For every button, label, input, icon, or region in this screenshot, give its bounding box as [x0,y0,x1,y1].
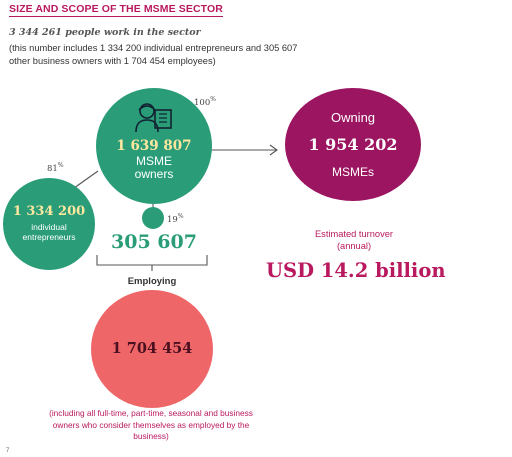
turnover-label: Estimated turnover (annual) [314,229,394,251]
owners-circle: 1 639 807 MSME owners [96,88,212,204]
others-percent: 19% [167,213,184,225]
others-value: 305 607 [111,231,197,253]
employees-circle: 1 704 454 [91,290,213,408]
individuals-percent: 81% [47,162,64,174]
individuals-circle: 1 334 200 individual entrepreneurs [3,178,95,270]
others-circle [142,207,164,229]
owners-percent: 100% [194,96,216,108]
bracket-line [96,255,208,266]
individuals-value: 1 334 200 [12,204,86,219]
employees-value: 1 704 454 [111,340,193,357]
individuals-label: individual entrepreneurs [22,222,76,242]
owning-circle: Owning 1 954 202 MSMEs [285,88,421,201]
arrow-head-icon [269,144,278,156]
intro-note: (this number includes 1 334 200 individu… [9,43,298,66]
owning-value: 1 954 202 [308,135,398,154]
page-number: 7 [6,448,10,454]
owners-value: 1 639 807 [116,138,192,154]
owners-label: MSME owners [134,154,174,181]
page-title: SIZE AND SCOPE OF THE MSME SECTOR [9,3,223,17]
owning-title: Owning [330,110,376,125]
employing-label: Employing [127,276,177,287]
intro-headline: 3 344 261 people work in the sector [9,27,201,38]
worker-icon [135,103,172,133]
owning-label: MSMEs [332,165,374,179]
employees-note: (including all full-time, part-time, sea… [49,408,253,441]
turnover-value: USD 14.2 billion [266,259,446,282]
